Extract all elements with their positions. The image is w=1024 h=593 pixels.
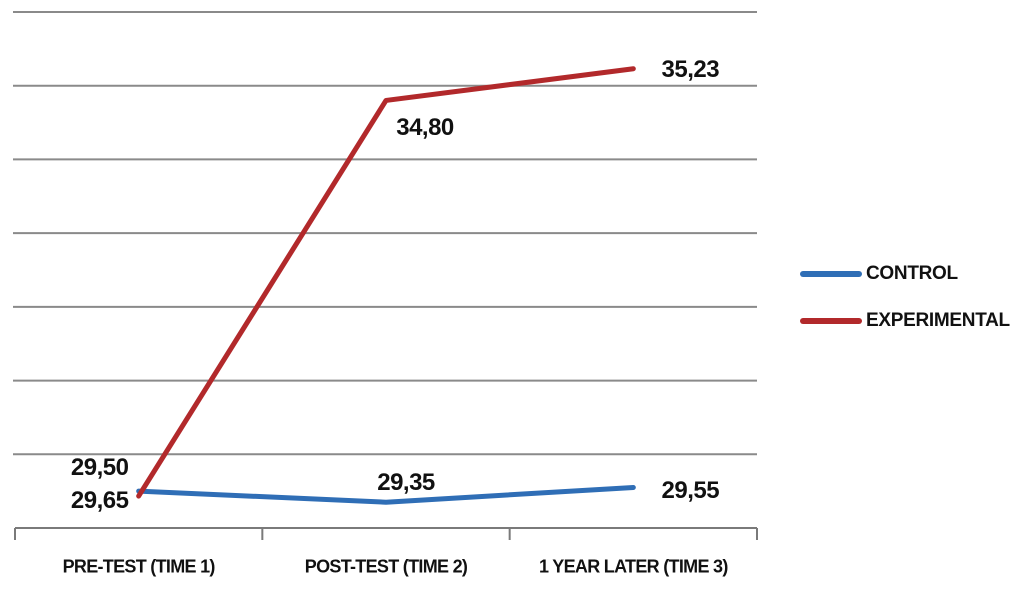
legend-item-experimental: EXPERIMENTAL	[800, 309, 1010, 333]
chart-legend: CONTROL EXPERIMENTAL	[800, 262, 1010, 356]
legend-label: EXPERIMENTAL	[866, 310, 1010, 331]
legend-swatch-control	[800, 271, 862, 277]
series-line-experimental	[136, 66, 636, 499]
legend-swatch-experimental	[800, 318, 862, 324]
legend-item-control: CONTROL	[800, 262, 1010, 286]
legend-label: CONTROL	[866, 263, 958, 284]
series-line-control	[136, 484, 636, 505]
